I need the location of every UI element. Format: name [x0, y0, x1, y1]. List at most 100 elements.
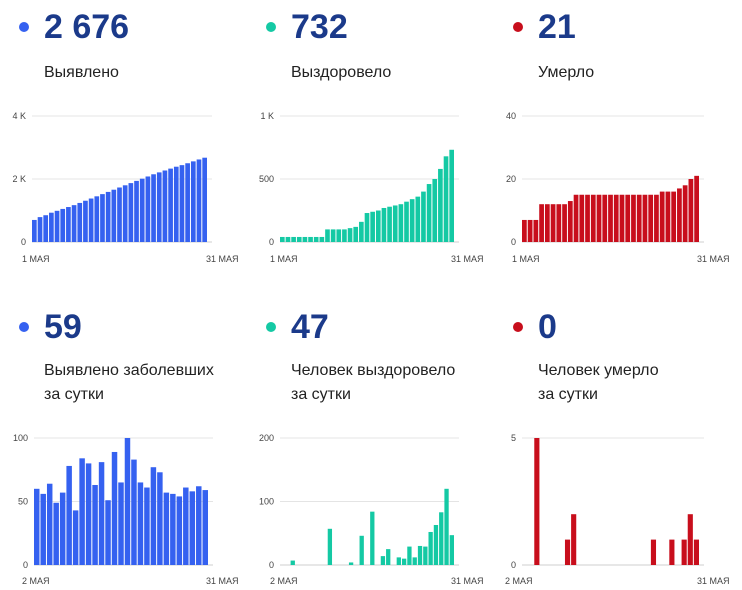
panel-daily-detected: 59 Выявлено заболевших за сутки	[0, 300, 247, 590]
bar	[156, 172, 162, 242]
bar	[550, 204, 556, 242]
bar	[202, 157, 207, 242]
x-tick-label: 2 МАЯ	[505, 576, 533, 586]
bar	[122, 185, 128, 242]
bar	[37, 217, 43, 242]
bar	[196, 159, 202, 242]
bar	[325, 229, 330, 242]
bar	[280, 236, 285, 242]
bar	[353, 226, 359, 242]
y-tick-label: 5	[511, 433, 516, 443]
panel-cumulative-detected: 2 676 Выявлено	[0, 0, 247, 280]
bar	[619, 194, 625, 242]
y-tick-label: 0	[269, 560, 274, 570]
bar	[417, 545, 423, 565]
bar	[330, 229, 336, 242]
bar	[92, 484, 98, 565]
teal-dot-icon	[266, 22, 276, 32]
bar	[556, 204, 562, 242]
y-tick-label: 50	[18, 497, 28, 507]
x-tick-label: 31 МАЯ	[451, 254, 484, 264]
kpi-label: Умерло	[538, 64, 595, 81]
bar	[407, 546, 412, 565]
bar	[449, 149, 454, 242]
bar	[562, 204, 567, 242]
y-tick-label: 20	[506, 174, 516, 184]
panel-cumulative-deaths: 21 Умерло	[494, 0, 742, 280]
bar	[392, 205, 398, 242]
bar	[150, 467, 157, 565]
bar	[421, 191, 426, 242]
red-dot-icon	[513, 22, 523, 32]
bar	[342, 229, 347, 242]
bar	[137, 482, 144, 565]
bar	[66, 465, 72, 565]
bar	[386, 549, 391, 565]
kpi-value: 0	[538, 308, 557, 346]
kpi-label-line2: за сутки	[538, 386, 598, 403]
bar	[387, 206, 392, 242]
bar	[162, 170, 168, 242]
bar	[432, 179, 438, 242]
bar	[564, 539, 571, 565]
bar	[401, 558, 407, 565]
y-tick-label: 100	[13, 433, 28, 443]
bar	[579, 194, 585, 242]
bar	[170, 493, 176, 565]
bar	[688, 179, 694, 242]
bar	[94, 196, 100, 242]
bar	[319, 236, 325, 242]
y-tick-label: 500	[259, 174, 274, 184]
x-tick-label: 2 МАЯ	[22, 576, 50, 586]
bar	[636, 194, 642, 242]
bar	[527, 219, 533, 242]
panel-daily-deaths: 0 Человек умерло за сутки	[494, 300, 742, 590]
bar	[444, 488, 449, 565]
bar	[428, 531, 433, 565]
kpi-label: Выявлено заболевших	[44, 362, 214, 379]
bar	[336, 229, 342, 242]
bar	[290, 560, 295, 565]
bar	[98, 462, 105, 565]
bar	[189, 491, 196, 565]
bar	[608, 194, 613, 242]
bar	[648, 194, 654, 242]
bar	[370, 511, 375, 565]
bar	[302, 236, 308, 242]
bar	[59, 492, 66, 565]
bar	[124, 438, 131, 565]
bar	[654, 194, 659, 242]
bar	[60, 208, 66, 242]
bar	[642, 194, 648, 242]
bar	[285, 236, 291, 242]
bar	[677, 188, 682, 242]
chart-0: 0 2 K 4 K 1 МАЯ 31 МАЯ	[12, 111, 238, 264]
bar	[359, 535, 364, 565]
y-tick-label: 200	[259, 433, 274, 443]
y-tick-label: 0	[511, 560, 516, 570]
panel-cumulative-recovered: 732 Выздоровело	[247, 0, 494, 280]
x-tick-label: 31 МАЯ	[206, 576, 239, 586]
x-tick-label: 31 МАЯ	[697, 254, 730, 264]
bar	[573, 194, 579, 242]
bar	[682, 185, 688, 242]
bar	[46, 483, 53, 565]
bar	[449, 535, 454, 565]
bar	[398, 204, 404, 242]
bar	[308, 236, 313, 242]
y-tick-label: 0	[511, 237, 516, 247]
y-tick-label: 2 K	[12, 174, 26, 184]
bar	[71, 205, 77, 242]
bar	[347, 228, 353, 242]
bar	[128, 183, 134, 242]
bar	[693, 539, 699, 565]
bar	[567, 201, 573, 242]
bar	[179, 165, 185, 242]
bar	[681, 539, 687, 565]
bar	[66, 207, 71, 242]
teal-dot-icon	[266, 322, 276, 332]
bar	[83, 200, 88, 242]
bar	[190, 161, 196, 242]
bar	[533, 219, 539, 242]
bar	[88, 198, 94, 242]
